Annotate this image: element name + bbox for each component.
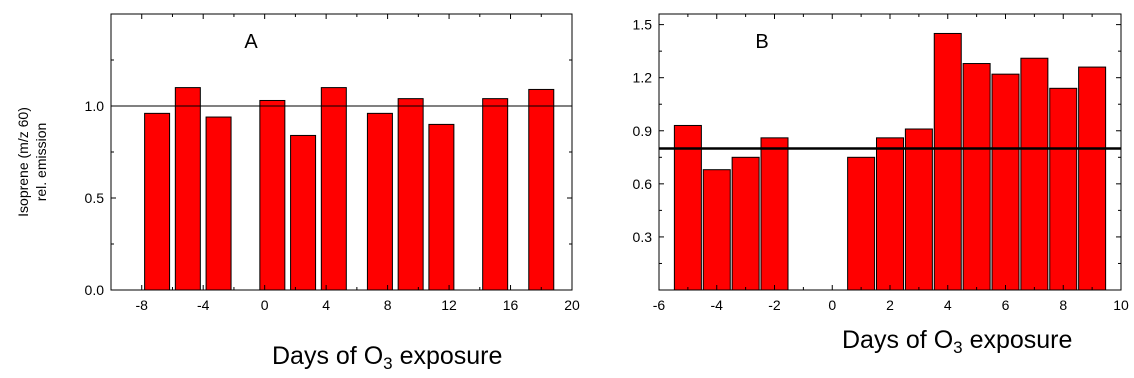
- bar-b-11: [1049, 87, 1078, 291]
- x-tick-label-a-4: 8: [384, 297, 392, 313]
- x-tick-label-b-4: 2: [886, 297, 894, 313]
- x-tick-label-b-8: 10: [1113, 297, 1129, 313]
- y-axis-label-a-line-0: Isoprene (m/z 60): [15, 107, 31, 217]
- xlabel-b-sub: 3: [953, 338, 963, 357]
- xlabel-a-text: Days of O: [272, 342, 384, 370]
- y-tick-label-b-3: 1.2: [633, 70, 653, 86]
- xlabel-a: Days of O3 exposure: [272, 342, 502, 374]
- xlabel-a-text-after: exposure: [392, 342, 503, 370]
- y-tick-label-b-0: 0.3: [633, 229, 653, 245]
- x-tick-label-a-0: -8: [136, 297, 149, 313]
- x-tick-label-b-7: 8: [1059, 297, 1067, 313]
- y-axis-label-a-line-1: rel. emission: [33, 123, 49, 202]
- bar-b-5: [876, 137, 904, 291]
- bar-b-6: [904, 128, 933, 291]
- xlabel-b: Days of O3 exposure: [842, 326, 1072, 358]
- bar-a-1: [174, 87, 201, 291]
- y-tick-label-b-2: 0.9: [633, 123, 653, 139]
- bar-b-7: [933, 32, 962, 291]
- x-tick-label-a-6: 16: [503, 297, 519, 313]
- bar-b-10: [1020, 57, 1049, 291]
- bar-b-4: [847, 156, 876, 291]
- bar-b-1: [702, 169, 731, 291]
- y-tick-label-a-0: 0.0: [85, 282, 105, 298]
- xlabel-b-text-after: exposure: [962, 326, 1073, 354]
- bar-b-3: [760, 137, 789, 291]
- bar-a-0: [144, 112, 171, 291]
- bar-a-10: [528, 88, 555, 291]
- x-tick-label-b-0: -6: [653, 297, 666, 313]
- y-tick-label-b-1: 0.6: [633, 176, 653, 192]
- panel-label-a: A: [244, 31, 258, 53]
- x-tick-label-b-5: 4: [944, 297, 952, 313]
- bar-a-6: [366, 112, 393, 291]
- bar-a-5: [320, 87, 347, 291]
- x-tick-label-a-1: -4: [197, 297, 210, 313]
- x-tick-label-b-2: -2: [768, 297, 781, 313]
- bar-a-9: [482, 98, 509, 291]
- y-tick-label-b-4: 1.5: [633, 17, 653, 33]
- bar-a-2: [205, 116, 232, 291]
- bar-b-2: [731, 156, 760, 291]
- bar-a-3: [259, 99, 286, 291]
- bar-a-7: [397, 98, 424, 291]
- bar-b-8: [962, 63, 991, 291]
- x-tick-label-b-3: 0: [828, 297, 836, 313]
- xlabel-b-text: Days of O: [842, 326, 954, 354]
- x-tick-label-b-6: 6: [1002, 297, 1010, 313]
- x-tick-label-a-5: 12: [441, 297, 457, 313]
- bar-b-0: [673, 124, 702, 291]
- xlabel-a-sub: 3: [383, 354, 393, 373]
- x-tick-label-a-2: 0: [261, 297, 269, 313]
- x-tick-label-a-3: 4: [322, 297, 330, 313]
- x-tick-label-a-7: 20: [564, 297, 580, 313]
- bar-a-8: [428, 123, 455, 291]
- bar-a-4: [290, 134, 317, 291]
- panel-label-b: B: [755, 31, 768, 53]
- y-tick-label-a-1: 0.5: [85, 190, 105, 206]
- y-tick-label-a-2: 1.0: [85, 98, 105, 114]
- bar-b-9: [991, 73, 1020, 291]
- panel-a: -8 -4 0 4 8 12 16 20 0.0 0.5 1.0 A Isoprene (m/z 60)…: [15, 13, 580, 313]
- x-tick-label-b-1: -4: [711, 297, 724, 313]
- panel-b: -6 -4 -2 0 2 4 6 8 10 0.3 0.6 0.9 1.2 1.5 B: [633, 13, 1129, 313]
- bar-b-12: [1078, 66, 1107, 291]
